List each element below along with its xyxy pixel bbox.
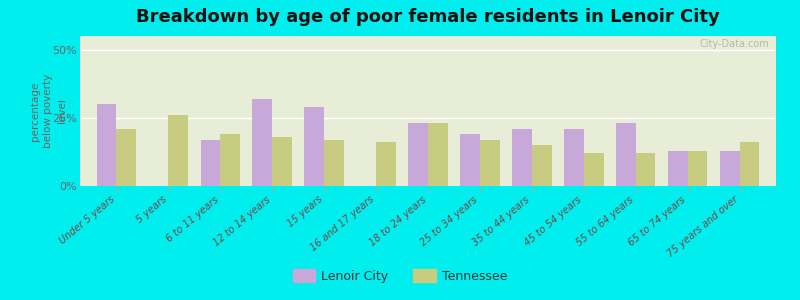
- Y-axis label: percentage
below poverty
level: percentage below poverty level: [30, 74, 66, 148]
- Bar: [480, 140, 500, 186]
- Bar: [408, 123, 428, 186]
- Bar: [304, 107, 324, 186]
- Bar: [512, 129, 532, 186]
- Bar: [532, 145, 552, 186]
- Bar: [668, 151, 688, 186]
- Bar: [720, 151, 740, 186]
- Bar: [688, 151, 707, 186]
- Bar: [272, 137, 292, 186]
- Bar: [428, 123, 448, 186]
- Title: Breakdown by age of poor female residents in Lenoir City: Breakdown by age of poor female resident…: [136, 8, 720, 26]
- Bar: [584, 153, 603, 186]
- Bar: [616, 123, 636, 186]
- Bar: [376, 142, 396, 186]
- Bar: [168, 115, 188, 186]
- Bar: [740, 142, 759, 186]
- Bar: [253, 99, 272, 186]
- Bar: [460, 134, 480, 186]
- Bar: [97, 104, 116, 186]
- Legend: Lenoir City, Tennessee: Lenoir City, Tennessee: [287, 264, 513, 288]
- Bar: [220, 134, 240, 186]
- Bar: [116, 129, 136, 186]
- Bar: [564, 129, 584, 186]
- Bar: [636, 153, 655, 186]
- Text: City-Data.com: City-Data.com: [699, 39, 769, 49]
- Bar: [201, 140, 220, 186]
- Bar: [324, 140, 344, 186]
